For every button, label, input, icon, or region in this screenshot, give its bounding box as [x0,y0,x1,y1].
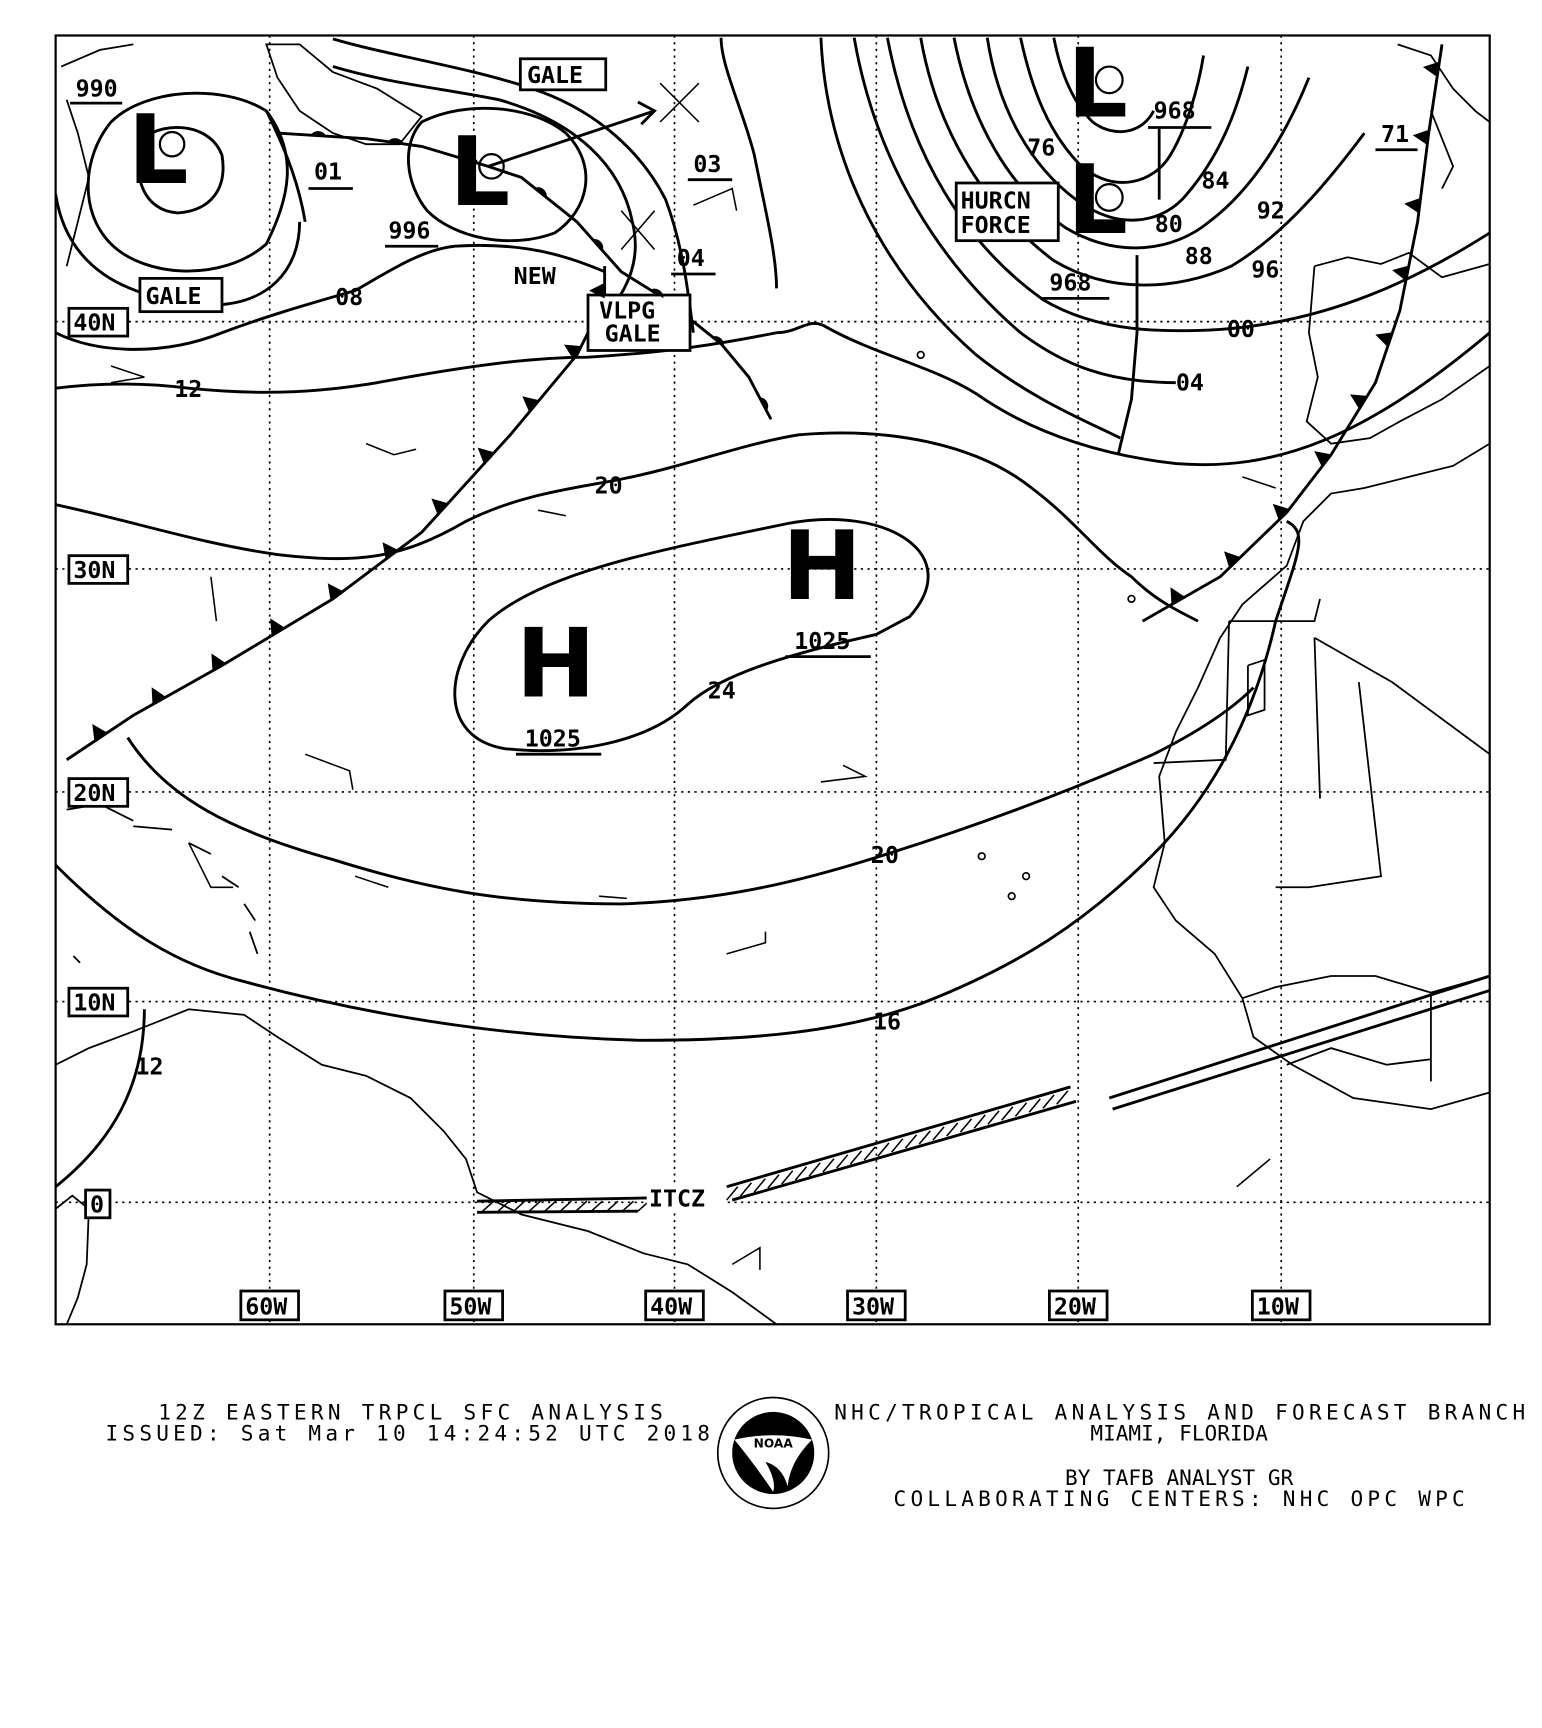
lat-label-10n: 10N [73,989,115,1016]
warm-front-semicircle [592,239,604,251]
cold-front-triangle [1224,551,1241,568]
svg-text:84: 84 [1201,168,1229,195]
svg-text:12: 12 [174,376,202,403]
svg-text:76: 76 [1027,134,1055,161]
cold-front-triangle [1392,265,1409,281]
cold-front-triangle [151,687,167,705]
cold-front-triangle [270,618,285,636]
svg-text:00: 00 [1227,316,1255,343]
lon-label-30w: 30W [852,1293,895,1320]
itcz-label: ITCZ [649,1186,705,1213]
lon-label-50w: 50W [449,1293,492,1320]
cold-front-triangle [327,583,344,601]
warm-front-semicircle [534,187,547,198]
wind-barbs [110,82,1276,1270]
cold-front-triangle [1170,587,1185,605]
cold-front-east [1141,44,1444,623]
svg-text:04: 04 [1176,369,1204,396]
vlpg-warning-label: GALE [605,321,661,348]
cold-front-triangle [1404,197,1421,214]
cold-front-triangle [1412,129,1430,146]
warm-front [277,131,773,420]
low-center-symbol: L [449,117,510,228]
svg-text:88: 88 [1185,243,1213,270]
warm-front-semicircle [759,397,769,412]
pressure-centers: H 1025 H 1025 L 990 L 996 L 968 L [70,28,1212,756]
lat-label-equator: 0 [90,1191,104,1218]
cold-front-triangle [477,447,495,464]
high-center-symbol: H [516,609,596,720]
map-frame [54,34,1491,1326]
svg-text:96: 96 [1251,256,1279,283]
low-center-pressure: 990 [76,75,118,102]
warm-front-semicircle [650,288,664,299]
hurricane-force-label: FORCE [961,212,1031,239]
cold-front-triangle [431,498,449,515]
low-center-symbol: L [1067,145,1128,256]
svg-text:16: 16 [873,1008,901,1035]
latitude-labels: 40N 30N 20N 10N 0 [67,306,130,1220]
footer: 12Z EASTERN TRPCL SFC ANALYSIS ISSUED: S… [106,1396,1525,1511]
gale-warning-label: GALE [145,283,201,310]
svg-text:NOAA: NOAA [754,1436,794,1450]
lon-label-20w: 20W [1054,1293,1097,1320]
cold-front-triangle [1350,394,1368,410]
noaa-logo: NOAA [716,1396,830,1510]
low-track-arrow [487,109,655,168]
cold-front-triangle [589,282,605,299]
svg-text:01: 01 [314,159,342,186]
cold-front-triangle [1422,61,1440,77]
svg-text:04: 04 [677,245,705,272]
lon-label-60w: 60W [245,1293,288,1320]
cold-front-triangle [1272,503,1290,521]
high-center-pressure: 1025 [525,725,581,752]
cold-front-triangle [564,344,582,360]
cold-front-triangle [1314,451,1332,467]
svg-text:20: 20 [595,473,623,500]
lat-label-20n: 20N [73,780,115,807]
svg-text:24: 24 [708,678,736,705]
longitude-labels: 60W 50W 40W 30W 20W 10W [239,1289,1312,1322]
isobar-labels: 01 03 04 08 12 20 24 20 16 12 76 80 84 8… [135,121,1418,1213]
cold-front-triangle [522,396,540,413]
svg-text:20: 20 [871,842,899,869]
svg-text:968: 968 [1049,270,1091,297]
hurricane-force-label: HURCN [961,188,1031,215]
analyst: BY TAFB ANALYST GR [1065,1465,1294,1490]
lat-label-30n: 30N [73,557,115,584]
low-center-pressure: 968 [1154,98,1196,125]
warm-front-semicircle [463,156,479,164]
cold-front-triangle [211,653,226,671]
high-center-symbol: H [782,511,862,622]
warm-front-semicircle [310,131,327,137]
svg-text:03: 03 [693,151,721,178]
vlpg-warning-label: VLPG [599,297,655,324]
svg-text:12: 12 [135,1054,163,1081]
gale-warning-label: GALE [527,62,583,89]
warning-labels: GALE GALE VLPG GALE HURCN FORCE [138,57,1060,352]
isobars [55,37,1490,1188]
warm-front-semicircle [387,138,404,144]
lat-label-40n: 40N [73,310,115,337]
location: MIAMI, FLORIDA [1090,1421,1268,1446]
lon-label-10w: 10W [1257,1293,1300,1320]
front-symbols [92,61,1440,742]
lat-lon-grid [55,35,1490,1325]
low-center-symbol: L [128,95,189,206]
svg-text:92: 92 [1257,197,1285,224]
low-center-pressure: 996 [388,217,430,244]
svg-text:71: 71 [1381,121,1409,148]
cold-front-triangle [1375,332,1393,347]
cold-front-triangle [382,542,399,560]
itcz-band [477,974,1490,1214]
new-label: NEW [514,263,557,290]
high-center-pressure: 1025 [794,628,850,655]
cold-front-triangle [92,724,108,742]
lon-label-40w: 40W [650,1293,693,1320]
svg-text:80: 80 [1155,211,1183,238]
svg-text:08: 08 [335,284,363,311]
warm-front-semicircle [712,336,724,347]
